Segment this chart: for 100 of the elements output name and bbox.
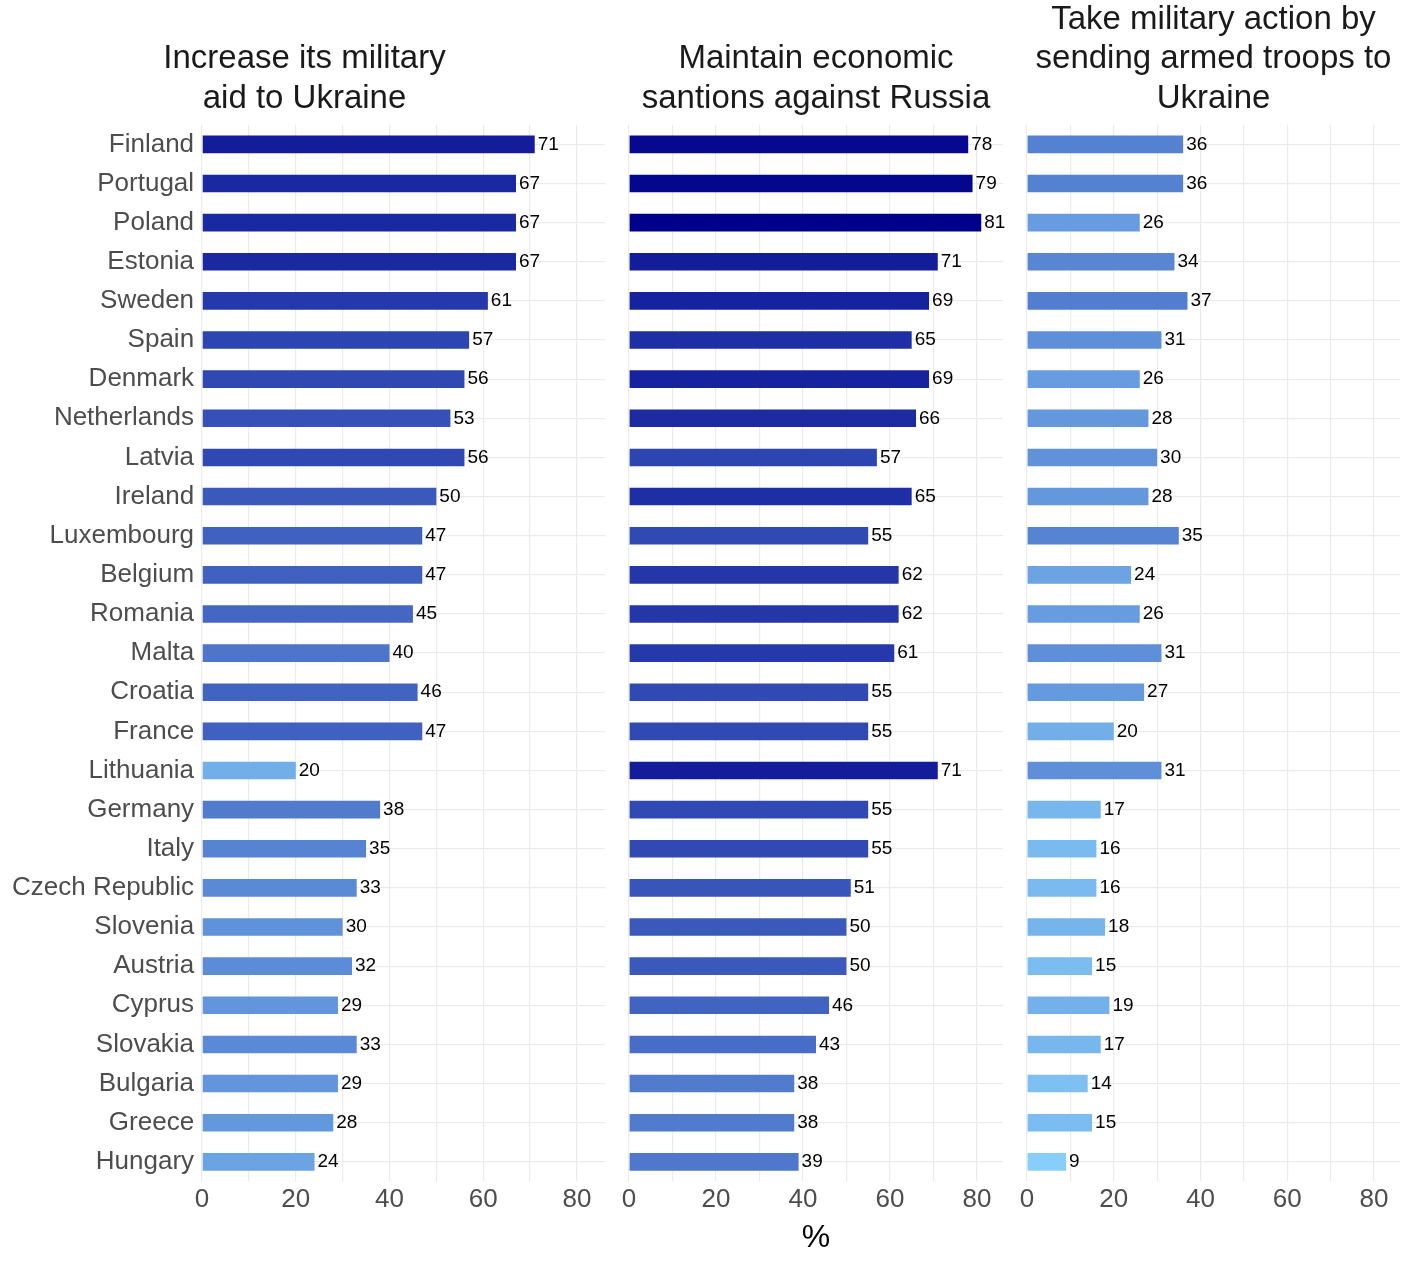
bar bbox=[629, 839, 869, 858]
bar bbox=[629, 566, 899, 584]
data-label: 45 bbox=[415, 602, 438, 624]
bar bbox=[629, 644, 895, 662]
data-label: 35 bbox=[1181, 523, 1203, 545]
data-label: 65 bbox=[914, 484, 936, 506]
y-tick-label: Cyprus bbox=[111, 988, 195, 1019]
data-label: 53 bbox=[453, 406, 475, 428]
data-label: 33 bbox=[359, 1032, 381, 1054]
x-tick-label: 60 bbox=[1272, 1183, 1302, 1214]
data-label: 67 bbox=[518, 210, 541, 232]
bar bbox=[629, 957, 847, 975]
x-tick-label: 80 bbox=[562, 1183, 592, 1214]
y-tick-label: Greece bbox=[108, 1105, 195, 1136]
y-tick-label: Sweden bbox=[100, 284, 195, 315]
bar bbox=[629, 722, 869, 741]
x-tick-label: 20 bbox=[701, 1183, 731, 1214]
y-tick-label: Luxembourg bbox=[49, 518, 195, 549]
bar bbox=[629, 800, 869, 819]
x-tick-label: 40 bbox=[1186, 1183, 1215, 1214]
x-tick-label: 20 bbox=[1099, 1183, 1129, 1214]
bar bbox=[1027, 292, 1188, 310]
data-label: 56 bbox=[467, 367, 489, 389]
bar bbox=[1027, 448, 1158, 467]
bar bbox=[1027, 996, 1110, 1015]
bar bbox=[1027, 722, 1114, 741]
bar bbox=[629, 1153, 799, 1171]
bar bbox=[629, 292, 930, 310]
bar bbox=[202, 879, 357, 897]
data-label: 50 bbox=[849, 915, 871, 937]
y-tick-label: Latvia bbox=[124, 440, 195, 471]
data-label: 69 bbox=[932, 367, 954, 389]
data-label: 46 bbox=[832, 993, 854, 1015]
data-label: 27 bbox=[1147, 680, 1169, 702]
bar bbox=[1027, 918, 1106, 936]
bar bbox=[1027, 370, 1140, 388]
bar bbox=[629, 879, 851, 897]
y-tick-label: Bulgaria bbox=[98, 1066, 195, 1097]
y-tick-label: Malta bbox=[130, 636, 195, 667]
bar bbox=[629, 1113, 795, 1132]
y-tick-label: Croatia bbox=[110, 675, 195, 706]
data-label: 38 bbox=[797, 1110, 819, 1132]
chart-title: Increase its military aid to Ukraine bbox=[163, 38, 447, 116]
data-label: 62 bbox=[901, 563, 923, 585]
bar bbox=[1027, 1035, 1101, 1054]
data-label: 31 bbox=[1164, 758, 1186, 780]
data-label: 69 bbox=[932, 289, 954, 311]
data-label: 30 bbox=[345, 915, 367, 937]
y-tick-label: France bbox=[113, 714, 195, 745]
data-label: 79 bbox=[975, 171, 997, 193]
y-tick-label: Romania bbox=[90, 597, 195, 628]
bar bbox=[1027, 605, 1140, 623]
bar bbox=[1027, 526, 1179, 545]
y-tick-label: Slovakia bbox=[95, 1027, 195, 1058]
y-tick-label: Poland bbox=[113, 205, 195, 236]
bar bbox=[202, 1113, 334, 1132]
bar bbox=[629, 683, 869, 702]
data-label: 29 bbox=[340, 1071, 363, 1093]
bar bbox=[1027, 761, 1162, 780]
data-label: 55 bbox=[871, 680, 893, 702]
bar bbox=[629, 331, 912, 349]
bar bbox=[202, 683, 418, 702]
bar bbox=[202, 292, 488, 310]
data-label: 34 bbox=[1177, 250, 1200, 271]
data-label: 50 bbox=[849, 954, 871, 976]
x-tick-label: 80 bbox=[1359, 1183, 1389, 1214]
data-label: 32 bbox=[355, 954, 377, 976]
bar bbox=[202, 839, 367, 858]
chart-title: Maintain economic santions against Russia bbox=[641, 38, 991, 116]
bar bbox=[1027, 135, 1184, 154]
data-label: 16 bbox=[1099, 876, 1121, 898]
bar bbox=[1027, 1074, 1088, 1093]
bar bbox=[1027, 800, 1101, 819]
data-label: 30 bbox=[1160, 445, 1182, 467]
bar bbox=[1027, 1113, 1093, 1132]
y-tick-label: Netherlands bbox=[53, 401, 195, 432]
bar bbox=[629, 409, 917, 428]
bar bbox=[202, 1035, 357, 1054]
bar bbox=[1027, 957, 1093, 975]
data-label: 36 bbox=[1186, 171, 1208, 193]
bar bbox=[1027, 644, 1162, 662]
data-label: 38 bbox=[797, 1071, 819, 1093]
bar bbox=[1027, 1153, 1067, 1171]
data-label: 28 bbox=[336, 1110, 358, 1132]
data-label: 47 bbox=[425, 719, 447, 741]
bar bbox=[1027, 487, 1149, 506]
bar bbox=[202, 996, 338, 1015]
data-label: 16 bbox=[1099, 837, 1121, 858]
x-tick-label: 60 bbox=[468, 1183, 498, 1214]
x-axis-title: % bbox=[801, 1217, 831, 1254]
bar bbox=[629, 135, 969, 154]
data-label: 26 bbox=[1142, 367, 1164, 389]
y-tick-label: Lithuania bbox=[88, 753, 195, 784]
bar bbox=[629, 213, 982, 232]
bar bbox=[202, 487, 437, 506]
y-tick-label: Italy bbox=[146, 831, 195, 862]
x-tick-label: 20 bbox=[281, 1183, 311, 1214]
data-label: 26 bbox=[1142, 210, 1164, 232]
data-label: 20 bbox=[298, 758, 320, 780]
data-label: 57 bbox=[879, 445, 902, 467]
